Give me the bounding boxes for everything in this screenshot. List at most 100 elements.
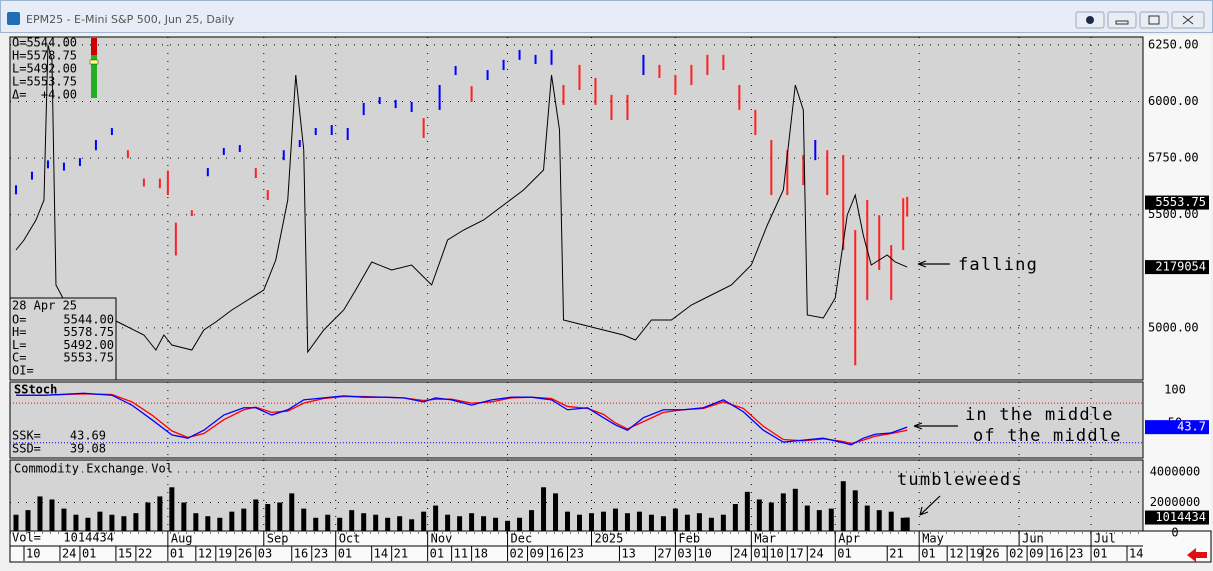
oi-label-box bbox=[1145, 260, 1209, 275]
volume-bar bbox=[612, 508, 618, 531]
volume-bar bbox=[780, 493, 786, 531]
window-title: EPM25 - E-Mini S&P 500, Jun 25, Daily bbox=[26, 13, 235, 26]
x-tick-label: 01 bbox=[338, 547, 352, 561]
volume-bar bbox=[696, 513, 702, 531]
x-tick-label: 01 bbox=[430, 547, 444, 561]
volume-bar bbox=[636, 511, 642, 531]
x-tick-label: 12 bbox=[949, 547, 963, 561]
volume-bar bbox=[529, 510, 535, 531]
x-tick-label: 21 bbox=[394, 547, 408, 561]
x-tick-label: 23 bbox=[1069, 547, 1083, 561]
volume-bar bbox=[792, 488, 798, 531]
annotation-arrow bbox=[913, 422, 958, 430]
volume-bar bbox=[517, 517, 523, 531]
volume-bar bbox=[648, 514, 654, 531]
x-tick-label: 01 bbox=[837, 547, 851, 561]
app-icon bbox=[7, 12, 20, 25]
x-tick-label: 16 bbox=[294, 547, 308, 561]
x-tick-label: 27 bbox=[657, 547, 671, 561]
volume-bar bbox=[433, 505, 439, 531]
volume-bar bbox=[85, 517, 91, 531]
volume-bar bbox=[624, 513, 630, 531]
info-label: L= bbox=[12, 338, 26, 352]
volume-bar bbox=[708, 517, 714, 531]
open-interest-line bbox=[15, 44, 908, 354]
info-value: 5492.00 bbox=[63, 338, 114, 352]
annotation: of the middle bbox=[973, 426, 1122, 446]
value-axis-area bbox=[1143, 35, 1211, 533]
x-tick-label: 01 bbox=[82, 547, 96, 561]
month-label: Apr bbox=[838, 532, 860, 546]
x-tick-label: 02 bbox=[510, 547, 524, 561]
last-price-label-box bbox=[1145, 195, 1209, 210]
x-tick-label: 15 bbox=[118, 547, 132, 561]
y-tick-label: 2000000 bbox=[1150, 495, 1201, 509]
x-tick-label: 26 bbox=[985, 547, 999, 561]
volume-bar bbox=[660, 516, 666, 531]
x-tick-label: 16 bbox=[550, 547, 564, 561]
y-tick-label: 5000.00 bbox=[1148, 320, 1199, 334]
volume-bar bbox=[904, 517, 910, 531]
volume-bar bbox=[481, 516, 487, 531]
volume-bar bbox=[553, 493, 559, 531]
y-tick-label: 4000000 bbox=[1150, 465, 1201, 479]
annotation-arrow bbox=[919, 495, 941, 516]
minimize-button[interactable] bbox=[1107, 11, 1137, 29]
volume-bar bbox=[349, 510, 355, 531]
info-label: H= bbox=[12, 325, 26, 339]
volume-bar bbox=[409, 519, 415, 531]
volume-bar bbox=[49, 499, 55, 531]
volume-bar bbox=[457, 516, 463, 531]
indicator-marker bbox=[89, 59, 99, 65]
close-icon bbox=[1182, 15, 1194, 25]
indicator-red bbox=[91, 38, 97, 55]
x-tick-label: 14 bbox=[374, 547, 388, 561]
volume-bar bbox=[900, 517, 906, 531]
info-label: O= bbox=[12, 313, 26, 327]
volume-bar bbox=[73, 514, 79, 531]
y-tick-label: 5750.00 bbox=[1148, 151, 1199, 165]
x-tick-label: 19 bbox=[969, 547, 983, 561]
volume-bar bbox=[421, 511, 427, 531]
month-label: Mar bbox=[754, 532, 776, 546]
x-tick-label: 22 bbox=[138, 547, 152, 561]
y-tick-label: 100 bbox=[1164, 382, 1186, 396]
x-tick-label: 03 bbox=[258, 547, 272, 561]
volume-bar bbox=[864, 505, 870, 531]
volume-bar bbox=[337, 517, 343, 531]
x-tick-label: 14 bbox=[1129, 547, 1143, 561]
x-tick-label: 24 bbox=[809, 547, 823, 561]
price-panel bbox=[9, 36, 1144, 381]
volume-bar bbox=[840, 481, 846, 531]
info-date: 28 Apr 25 bbox=[12, 299, 77, 313]
month-label: May bbox=[922, 532, 944, 546]
x-tick-label: 24 bbox=[62, 547, 76, 561]
quote-line: O=5544.00 bbox=[12, 36, 77, 50]
volume-bar bbox=[97, 511, 103, 531]
volume-bar bbox=[169, 487, 175, 531]
stoch-panel bbox=[9, 381, 1144, 459]
volume-bar bbox=[828, 508, 834, 531]
volume-bar bbox=[37, 496, 43, 531]
maximize-button[interactable] bbox=[1139, 11, 1169, 29]
volume-bar bbox=[157, 496, 163, 531]
info-label: OI= bbox=[12, 363, 34, 377]
y-tick-label: 0 bbox=[1171, 526, 1178, 540]
stoch-value-label: 43.7 bbox=[1177, 420, 1206, 434]
info-value: 5553.75 bbox=[63, 351, 114, 365]
x-tick-label: 09 bbox=[530, 547, 544, 561]
readout-label: Vol= bbox=[12, 531, 41, 545]
volume-bar bbox=[720, 514, 726, 531]
x-tick-label: 09 bbox=[1029, 547, 1043, 561]
scroll-arrow[interactable] bbox=[1187, 548, 1207, 562]
x-tick-label: 12 bbox=[198, 547, 212, 561]
volume-bar bbox=[241, 508, 247, 531]
volume-bar bbox=[145, 502, 151, 531]
month-label: 2025 bbox=[594, 532, 623, 546]
volume-bar bbox=[852, 490, 858, 531]
volume-bar bbox=[301, 508, 307, 531]
annotation: in the middle bbox=[965, 405, 1114, 425]
volume-bar bbox=[325, 514, 331, 531]
volume-bar bbox=[373, 514, 379, 531]
panel-title: SStoch bbox=[14, 383, 57, 397]
